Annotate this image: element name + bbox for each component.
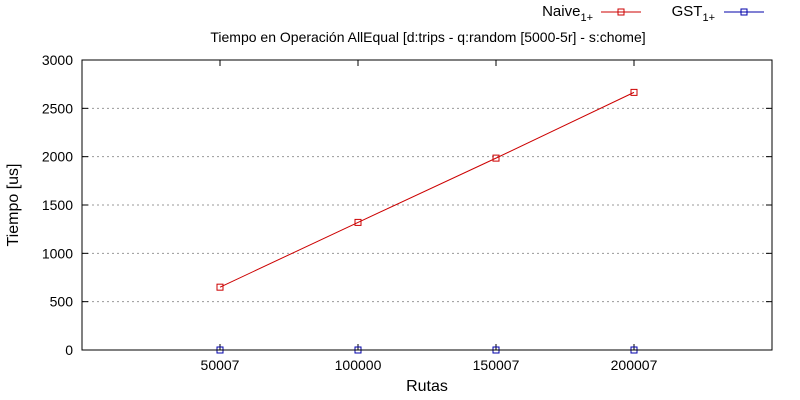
x-axis: 50007 100000 150007 200007 [201, 60, 658, 373]
legend-gst-label: GST1+ [672, 3, 715, 24]
legend-swatch-marker-naive [617, 8, 625, 16]
gridlines [82, 107, 772, 303]
legend-swatch-marker-gst [740, 8, 748, 16]
x-tick-label-50007: 50007 [201, 357, 240, 373]
point-naive-50007 [216, 283, 224, 291]
series-naive [216, 88, 638, 291]
point-naive-150007 [492, 154, 500, 162]
legend: Naive1+ GST1+ [542, 3, 764, 24]
y-axis-label: Tiempo [us] [5, 164, 22, 247]
x-tick-label-150007: 150007 [473, 357, 520, 373]
series-line-naive [219, 91, 635, 288]
chart-title: Tiempo en Operación AllEqual [d:trips - … [210, 29, 645, 45]
point-naive-200007 [630, 88, 638, 96]
series-layer [216, 88, 638, 354]
y-tick-label-2500: 2500 [42, 100, 73, 116]
x-axis-label: Rutas [406, 378, 448, 395]
y-tick-label-1500: 1500 [42, 197, 73, 213]
plot-frame [81, 59, 773, 351]
y-tick-label-3000: 3000 [42, 52, 73, 68]
y-tick-label-1000: 1000 [42, 245, 73, 261]
y-tick-label-0: 0 [65, 342, 73, 358]
point-naive-100000 [354, 218, 362, 226]
x-tick-label-200007: 200007 [611, 357, 658, 373]
legend-naive-label: Naive1+ [542, 3, 593, 24]
y-axis: 0 500 1000 1500 2000 2500 3000 [42, 52, 772, 358]
y-tick-label-500: 500 [50, 294, 74, 310]
x-tick-label-100000: 100000 [335, 357, 382, 373]
y-tick-label-2000: 2000 [42, 149, 73, 165]
